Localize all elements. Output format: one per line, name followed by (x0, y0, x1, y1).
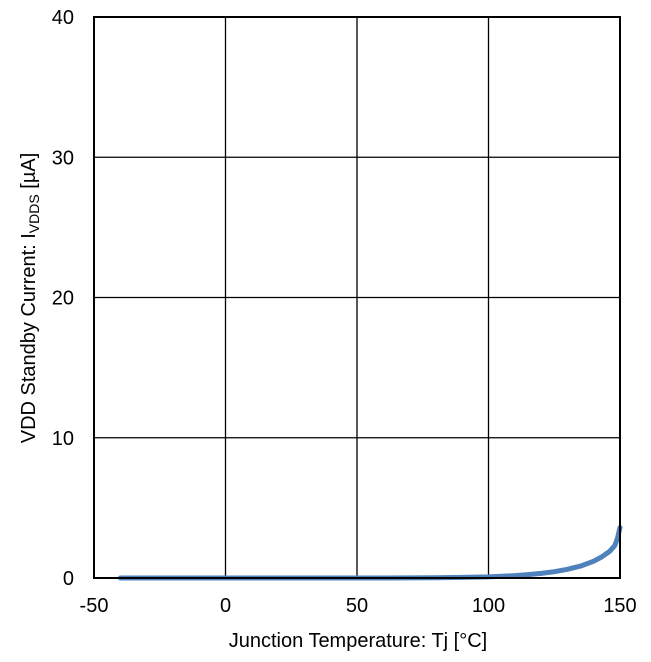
y-tick-label: 0 (63, 568, 74, 590)
x-tick-label: 150 (603, 595, 636, 617)
y-tick-label: 30 (52, 147, 74, 169)
x-tick-label: 0 (220, 595, 231, 617)
tick-labels: -50 0 50 100 150 0 10 20 30 40 (52, 7, 637, 617)
x-tick-label: 50 (346, 595, 368, 617)
y-axis-title-subscript: VDDS (26, 194, 42, 233)
y-axis-title: VDD Standby Current: IVDDS [µA] (18, 153, 42, 444)
plot-frame (93, 16, 621, 579)
x-tick-label: 100 (472, 595, 505, 617)
series-line (117, 525, 623, 581)
y-tick-label: 10 (52, 428, 74, 450)
series-layer (117, 525, 623, 581)
x-tick-label: -50 (80, 595, 109, 617)
y-axis-title-prefix: VDD Standby Current: I (18, 233, 40, 443)
x-axis-title: Junction Temperature: Tj [°C] (229, 630, 488, 652)
y-tick-label: 40 (52, 7, 74, 29)
grid-lines (94, 17, 620, 578)
y-tick-label: 20 (52, 288, 74, 310)
y-axis-title-suffix: [µA] (18, 153, 40, 195)
